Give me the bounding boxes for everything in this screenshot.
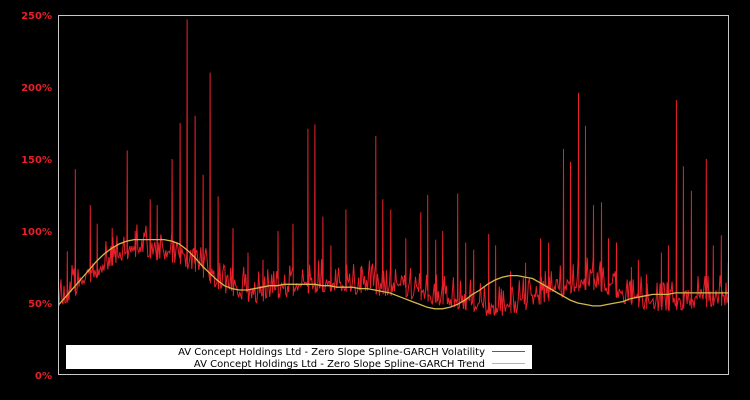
plot-frame <box>58 15 729 375</box>
trend-line <box>58 238 728 310</box>
y-tick-label: 150% <box>21 155 52 166</box>
y-tick-label: 250% <box>21 11 52 22</box>
legend-label-trend: AV Concept Holdings Ltd - Zero Slope Spl… <box>194 359 485 370</box>
legend-box <box>66 345 532 369</box>
legend-label-volatility: AV Concept Holdings Ltd - Zero Slope Spl… <box>178 347 485 358</box>
plot-series <box>58 19 730 316</box>
y-tick-label: 0% <box>35 371 52 382</box>
y-tick-label: 200% <box>21 83 52 94</box>
legend: AV Concept Holdings Ltd - Zero Slope Spl… <box>66 345 532 370</box>
y-tick-label: 100% <box>21 227 52 238</box>
volatility-line <box>58 19 730 316</box>
y-tick-label: 50% <box>28 299 52 310</box>
y-axis: 0% 50% 100% 150% 200% 250% <box>21 11 52 382</box>
